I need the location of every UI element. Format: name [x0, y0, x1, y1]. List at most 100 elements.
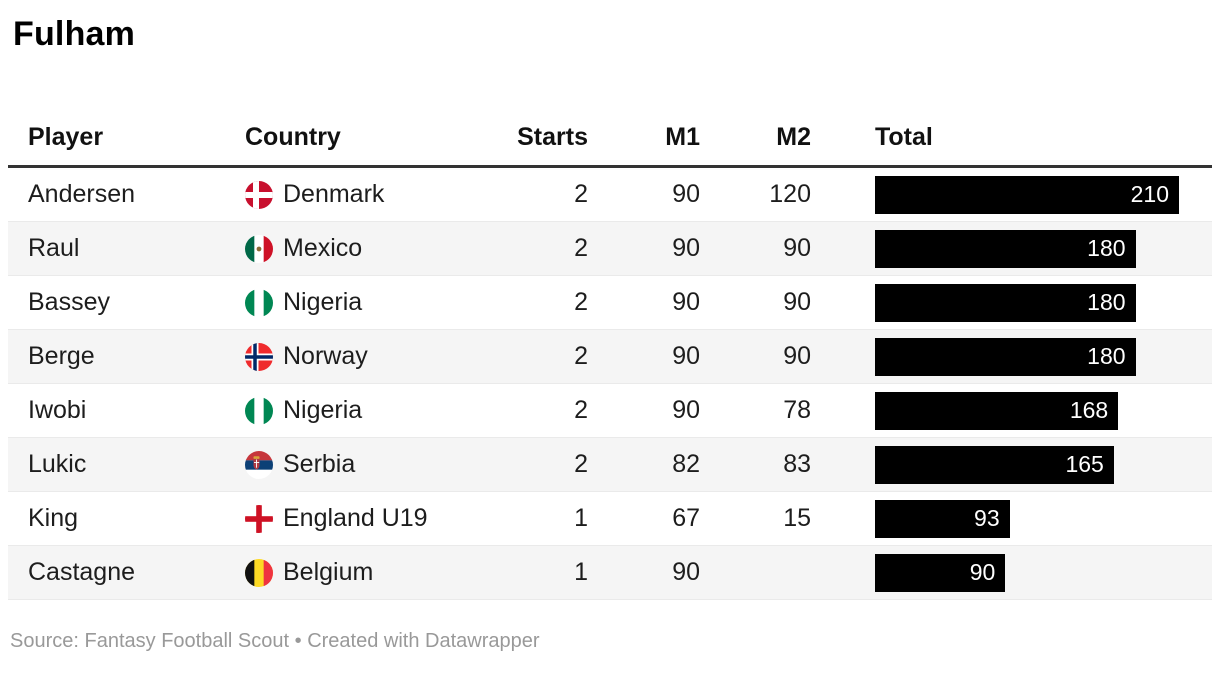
nigeria-flag-icon	[245, 288, 273, 317]
total-cell: 90	[819, 553, 1212, 592]
m1-value: 90	[672, 396, 700, 425]
serbia-flag-icon	[245, 450, 273, 479]
total-bar: 93	[875, 499, 1010, 538]
total-value: 180	[1087, 343, 1126, 370]
country-cell: Denmark	[237, 180, 455, 209]
total-value: 180	[1087, 235, 1126, 262]
country-label: Nigeria	[283, 396, 363, 425]
total-cell: 180	[819, 283, 1212, 322]
country-cell: England U19	[237, 504, 455, 533]
player-name: Bassey	[28, 288, 110, 317]
total-bar-track: 180	[875, 283, 1179, 322]
m2-value: 90	[783, 342, 811, 371]
player-name: King	[28, 504, 79, 533]
england-flag-icon	[245, 504, 273, 533]
total-value: 210	[1130, 181, 1169, 208]
total-bar: 165	[875, 445, 1114, 484]
col-header-total: Total	[875, 122, 933, 151]
total-cell: 210	[819, 175, 1212, 214]
total-bar: 90	[875, 553, 1006, 592]
total-cell: 180	[819, 337, 1212, 376]
total-bar-track: 93	[875, 499, 1179, 538]
mexico-flag-icon	[245, 234, 273, 263]
total-bar: 168	[875, 391, 1119, 430]
m2-value: 120	[769, 180, 811, 209]
player-name: Iwobi	[28, 396, 87, 425]
total-bar-track: 180	[875, 337, 1179, 376]
country-cell: Nigeria	[237, 288, 455, 317]
source-link[interactable]: Fantasy Football Scout	[84, 630, 290, 653]
table-row: Raul Mexico 2 90 90 180	[8, 222, 1212, 277]
belgium-flag-icon	[245, 558, 273, 587]
table-row: King England U19 1 67 15 93	[8, 492, 1212, 547]
table-row: Bassey Nigeria 2 90 90 180	[8, 276, 1212, 331]
table-body: Andersen Denmark 2 90 120 210 Raul Mexic…	[8, 168, 1212, 601]
footer: Source: Fantasy Football Scout • Created…	[10, 630, 1220, 653]
total-bar-track: 90	[875, 553, 1179, 592]
starts-value: 2	[574, 180, 588, 209]
m1-value: 90	[672, 234, 700, 263]
table-row: Berge Norway 2 90 90 180	[8, 330, 1212, 385]
total-bar: 210	[875, 175, 1179, 214]
country-label: Mexico	[283, 234, 363, 263]
chart-container: Fulham Player Country Starts M1 M2 Total…	[0, 14, 1220, 653]
m2-value: 90	[783, 234, 811, 263]
col-header-m2: M2	[776, 122, 811, 151]
total-value: 165	[1065, 451, 1104, 478]
country-label: Serbia	[283, 450, 356, 479]
starts-value: 1	[574, 558, 588, 587]
starts-value: 2	[574, 288, 588, 317]
footer-separator: •	[294, 630, 302, 653]
m2-value: 90	[783, 288, 811, 317]
source-label: Source:	[10, 630, 79, 653]
m1-value: 82	[672, 450, 700, 479]
country-label: Denmark	[283, 180, 385, 209]
starts-value: 2	[574, 450, 588, 479]
total-bar: 180	[875, 337, 1136, 376]
total-bar-track: 210	[875, 175, 1179, 214]
total-bar: 180	[875, 283, 1136, 322]
m2-value: 83	[783, 450, 811, 479]
country-label: Belgium	[283, 558, 374, 587]
player-name: Berge	[28, 342, 95, 371]
total-cell: 165	[819, 445, 1212, 484]
starts-value: 2	[574, 234, 588, 263]
total-bar-track: 168	[875, 391, 1179, 430]
total-value: 90	[969, 559, 996, 586]
total-bar-track: 180	[875, 229, 1179, 268]
m1-value: 67	[672, 504, 700, 533]
player-name: Andersen	[28, 180, 136, 209]
page-title: Fulham	[13, 15, 136, 53]
m1-value: 90	[672, 342, 700, 371]
col-header-player: Player	[28, 122, 104, 151]
m1-value: 90	[672, 180, 700, 209]
table-row: Andersen Denmark 2 90 120 210	[8, 168, 1212, 223]
total-bar-track: 165	[875, 445, 1179, 484]
total-value: 180	[1087, 289, 1126, 316]
table-row: Iwobi Nigeria 2 90 78 168	[8, 384, 1212, 439]
col-header-starts: Starts	[517, 122, 588, 151]
total-bar: 180	[875, 229, 1136, 268]
datawrapper-attribution-link[interactable]: Created with Datawrapper	[307, 630, 540, 653]
norway-flag-icon	[245, 342, 273, 371]
m2-value: 15	[783, 504, 811, 533]
m2-value: 78	[783, 396, 811, 425]
country-cell: Norway	[237, 342, 455, 371]
starts-value: 1	[574, 504, 588, 533]
table-header: Player Country Starts M1 M2 Total	[8, 109, 1212, 169]
total-value: 93	[974, 505, 1000, 532]
country-cell: Nigeria	[237, 396, 455, 425]
total-cell: 168	[819, 391, 1212, 430]
country-cell: Belgium	[237, 558, 455, 587]
players-table: Player Country Starts M1 M2 Total Anders…	[8, 109, 1212, 601]
total-value: 168	[1069, 397, 1109, 424]
col-header-m1: M1	[665, 122, 700, 151]
player-name: Lukic	[28, 450, 87, 479]
player-name: Castagne	[28, 558, 136, 587]
m1-value: 90	[672, 558, 700, 587]
starts-value: 2	[574, 342, 588, 371]
denmark-flag-icon	[245, 180, 273, 209]
player-name: Raul	[28, 234, 80, 263]
starts-value: 2	[574, 396, 588, 425]
m1-value: 90	[672, 288, 700, 317]
